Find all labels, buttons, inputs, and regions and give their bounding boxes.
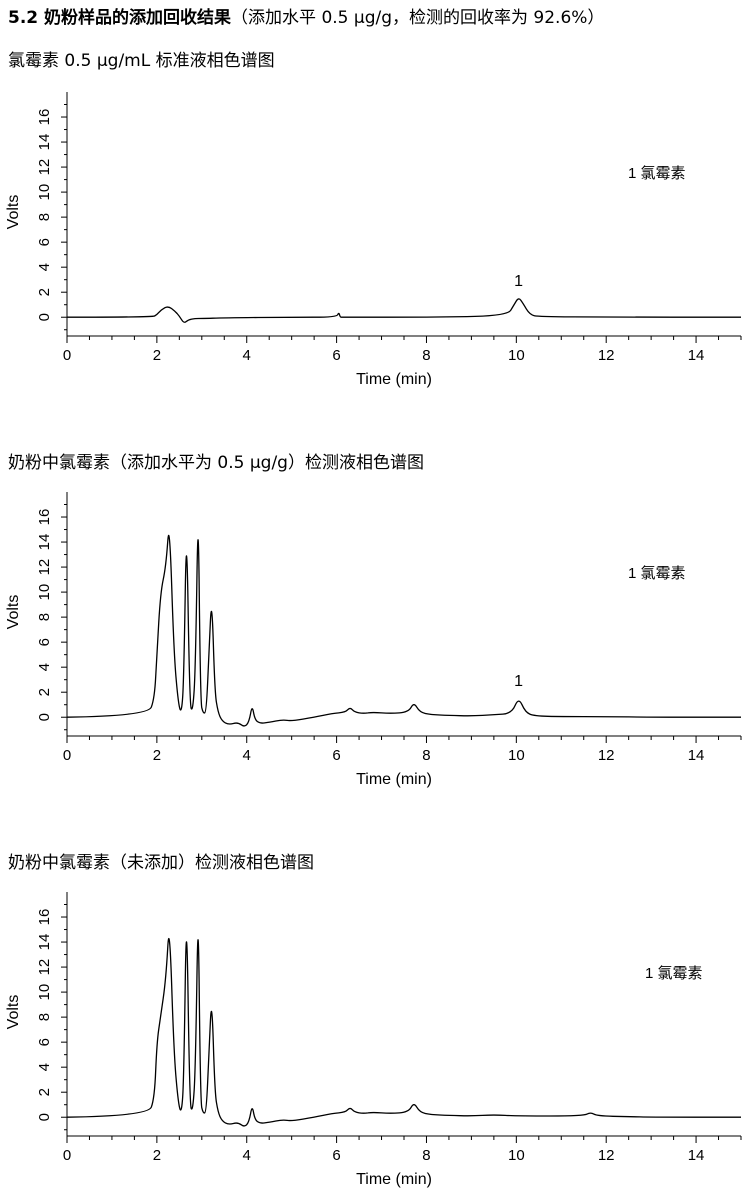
chromatogram-trace <box>66 534 741 727</box>
chart-3-blank-milk-powder-chromatogram: 0 2 4 6 8 10 12 14 16 0 2 4 6 8 10 12 14 Time (min) Volts 1… <box>5 892 742 1188</box>
x-tick-label: 4 <box>243 747 251 764</box>
chromatogram-trace <box>66 298 741 323</box>
y-tick-label: 16 <box>36 509 53 526</box>
x-tick-label: 0 <box>63 347 71 364</box>
y-tick-label: 4 <box>36 663 53 671</box>
chart-2-caption: 奶粉中氯霉素（添加水平为 0.5 μg/g）检测液相色谱图 <box>8 453 424 473</box>
x-tick-label: 0 <box>63 1147 71 1164</box>
y-tick-label: 2 <box>36 288 53 296</box>
chart-1-standard-chromatogram: 0 2 4 6 8 10 12 14 16 0 2 4 6 8 10 12 14 Time (min) Volts 1… <box>5 92 742 388</box>
x-tick-label: 12 <box>598 747 615 764</box>
y-axis-title: Volts <box>5 595 22 630</box>
y-tick-label: 16 <box>36 909 53 926</box>
y-tick-label: 2 <box>36 1088 53 1096</box>
chart-1-caption: 氯霉素 0.5 μg/mL 标准液相色谱图 <box>8 51 275 71</box>
x-tick-label: 8 <box>422 1147 430 1164</box>
heading-bold-text: 5.2 奶粉样品的添加回收结果 <box>8 8 232 28</box>
x-tick-label: 12 <box>598 347 615 364</box>
y-tick-label: 6 <box>36 238 53 246</box>
x-tick-label: 8 <box>422 747 430 764</box>
chart-2-spiked-milk-powder-chromatogram: 0 2 4 6 8 10 12 14 16 0 2 4 6 8 10 12 14 Time (min) Volts 1… <box>5 492 742 788</box>
y-tick-label: 0 <box>36 1113 53 1121</box>
y-tick-label: 14 <box>36 534 53 551</box>
x-tick-label: 10 <box>508 347 525 364</box>
y-tick-label: 12 <box>36 559 53 576</box>
legend-entry: 1 氯霉素 <box>628 565 686 582</box>
x-tick-label: 10 <box>508 747 525 764</box>
x-tick-label: 14 <box>688 1147 705 1164</box>
y-tick-label: 8 <box>36 213 53 221</box>
x-tick-label: 10 <box>508 1147 525 1164</box>
x-axis-title: Time (min) <box>356 371 432 388</box>
y-axis-title: Volts <box>5 995 22 1030</box>
y-tick-label: 10 <box>36 984 53 1001</box>
x-tick-label: 0 <box>63 747 71 764</box>
y-tick-label: 4 <box>36 263 53 271</box>
x-axis-title: Time (min) <box>356 1171 432 1188</box>
y-tick-label: 6 <box>36 638 53 646</box>
chart-3-caption: 奶粉中氯霉素（未添加）检测液相色谱图 <box>8 853 314 873</box>
peak-label: 1 <box>514 273 523 290</box>
x-tick-label: 6 <box>332 747 340 764</box>
y-tick-label: 4 <box>36 1063 53 1071</box>
legend-entry: 1 氯霉素 <box>628 165 686 182</box>
y-tick-label: 0 <box>36 313 53 321</box>
x-tick-label: 8 <box>422 347 430 364</box>
legend-entry: 1 氯霉素 <box>645 965 703 982</box>
y-tick-label: 10 <box>36 584 53 601</box>
x-tick-label: 12 <box>598 1147 615 1164</box>
y-tick-label: 0 <box>36 713 53 721</box>
y-tick-label: 8 <box>36 613 53 621</box>
x-tick-label: 4 <box>243 347 251 364</box>
x-tick-label: 4 <box>243 1147 251 1164</box>
x-tick-label: 6 <box>332 1147 340 1164</box>
page-heading: 5.2 奶粉样品的添加回收结果（添加水平 0.5 μg/g，检测的回收率为 92… <box>8 7 604 29</box>
y-axis-title: Volts <box>5 195 22 230</box>
y-tick-label: 10 <box>36 184 53 201</box>
y-tick-label: 12 <box>36 959 53 976</box>
x-axis-title: Time (min) <box>356 771 432 788</box>
chromatogram-trace <box>66 937 741 1127</box>
y-tick-label: 16 <box>36 109 53 126</box>
x-tick-label: 6 <box>332 347 340 364</box>
y-tick-label: 14 <box>36 934 53 951</box>
x-tick-label: 14 <box>688 347 705 364</box>
x-tick-label: 2 <box>153 747 161 764</box>
peak-label: 1 <box>514 673 523 690</box>
y-tick-label: 12 <box>36 159 53 176</box>
y-tick-label: 8 <box>36 1013 53 1021</box>
heading-rest-text: （添加水平 0.5 μg/g，检测的回收率为 92.6%） <box>231 8 605 28</box>
x-tick-label: 14 <box>688 747 705 764</box>
y-tick-label: 14 <box>36 134 53 151</box>
x-tick-label: 2 <box>153 347 161 364</box>
y-tick-label: 6 <box>36 1038 53 1046</box>
x-tick-label: 2 <box>153 1147 161 1164</box>
y-tick-label: 2 <box>36 688 53 696</box>
